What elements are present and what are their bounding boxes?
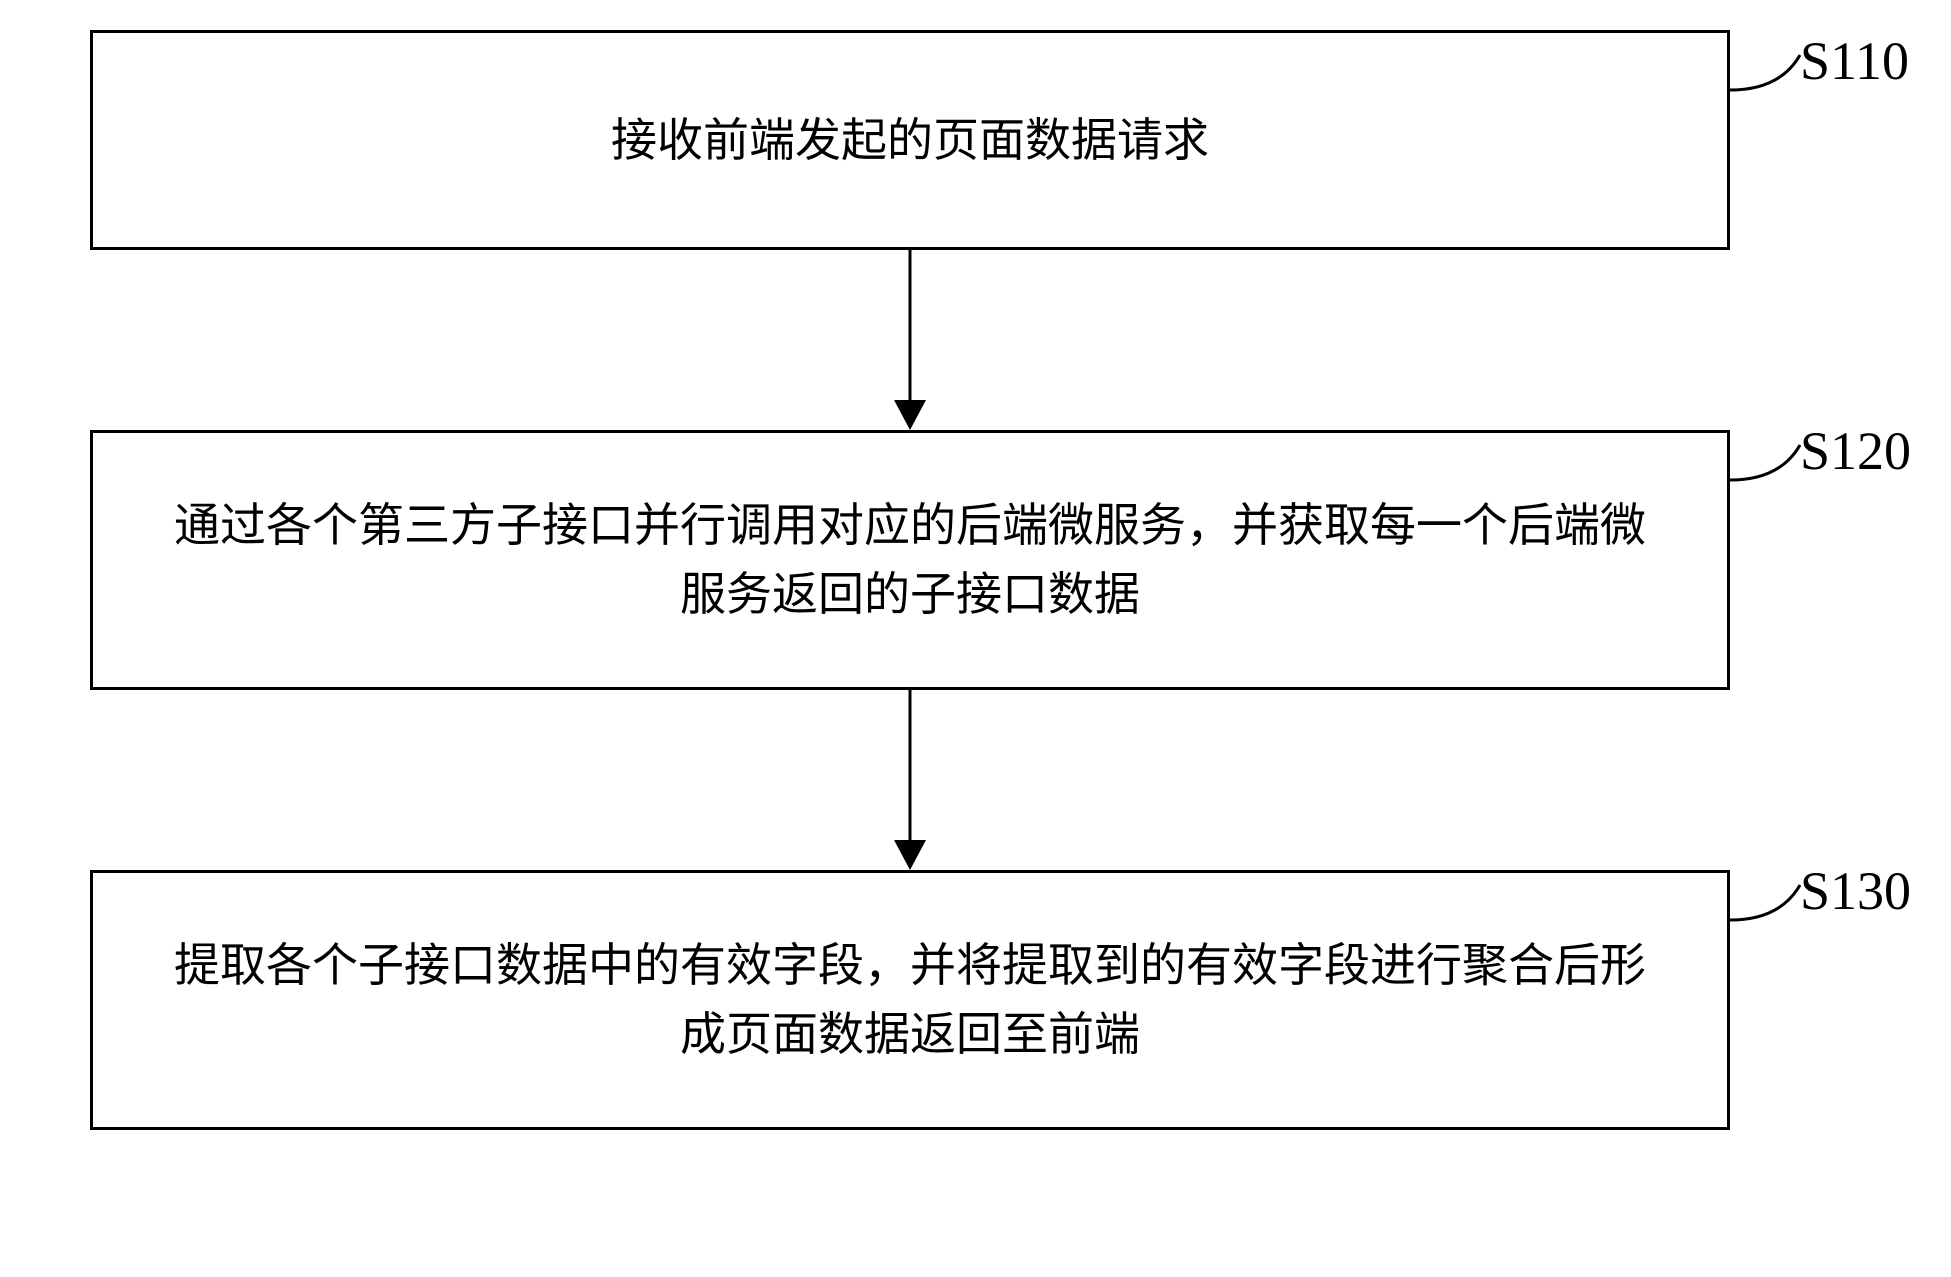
label-connector-s110	[90, 30, 1850, 150]
label-connector-s130	[90, 870, 1850, 990]
arrow-s110-s120	[90, 250, 1730, 430]
arrow-s120-s130	[90, 690, 1730, 870]
label-connector-s120	[90, 430, 1850, 550]
